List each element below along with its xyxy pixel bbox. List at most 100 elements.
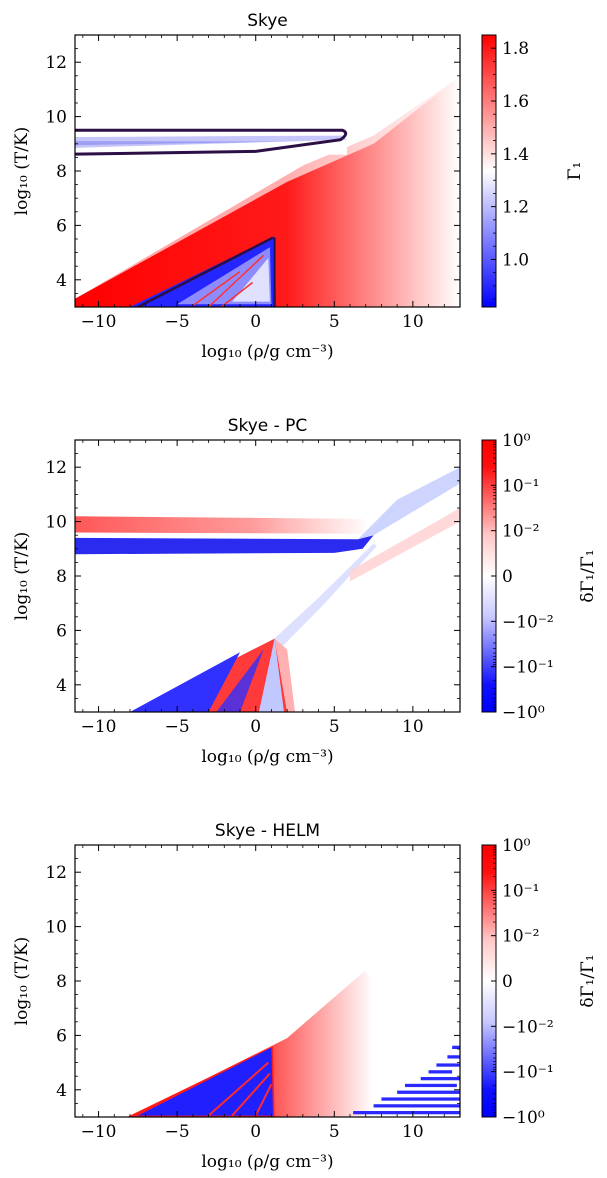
high-density-streak-7 <box>428 1070 453 1074</box>
x-tick-label: −10 <box>81 1122 117 1142</box>
colorbar-tick-label: 10⁻² <box>502 927 539 947</box>
colorbar: 10⁰ 10⁻¹ 10⁻² 0 −10⁻² −10⁻¹ −10⁰ δΓ₁/Γ₁ <box>481 431 598 723</box>
colorbar-label: Γ₁ <box>565 162 585 181</box>
y-tick-label: 6 <box>56 1026 67 1046</box>
y-tick-label: 12 <box>45 53 67 73</box>
high-density-streak-8 <box>436 1063 460 1067</box>
wedge-streak-2 <box>208 254 265 307</box>
x-axis-label: log₁₀ (ρ/g cm⁻³) <box>201 1152 333 1172</box>
panel-3: −10 −5 0 5 10 4 6 8 10 12 Skye - HELM log₁₀ (ρ/g cm… <box>12 821 598 1172</box>
x-tick-label: 0 <box>250 1122 261 1142</box>
y-tick-label: 12 <box>45 863 67 883</box>
wedge-contour-upper <box>137 236 274 307</box>
contour-line <box>75 128 348 156</box>
colorbar-tick-label: −10⁻² <box>502 612 554 632</box>
faint-diagonal <box>271 543 377 650</box>
chart-title: Skye - PC <box>228 416 308 436</box>
colorbar-bar <box>481 34 497 308</box>
y-tick-label: 10 <box>45 513 67 533</box>
x-tick-label: 0 <box>250 717 261 737</box>
y-tick-label: 4 <box>56 676 67 696</box>
y-axis-label: log₁₀ (T/K) <box>12 127 32 216</box>
low-t-neg-1 <box>130 652 240 712</box>
negative-streak-upper <box>357 467 460 540</box>
x-tick-label: −5 <box>165 717 190 737</box>
x-axis-label: log₁₀ (ρ/g cm⁻³) <box>201 747 333 767</box>
y-tick-label: 6 <box>56 621 67 641</box>
y-tick-label: 6 <box>56 216 67 236</box>
x-tick-label: −10 <box>81 312 117 332</box>
plot-area <box>75 35 460 307</box>
y-tick-label: 8 <box>56 162 67 182</box>
plot-area <box>75 440 460 712</box>
negative-band <box>75 535 374 555</box>
colorbar-tick-label: 0 <box>502 972 513 992</box>
y-axis-label: log₁₀ (T/K) <box>12 532 32 621</box>
colorbar-tick-label: −10⁰ <box>502 703 545 723</box>
x-tick-label: −5 <box>165 312 190 332</box>
y-tick-label: 8 <box>56 567 67 587</box>
x-tick-label: 0 <box>250 312 261 332</box>
positive-band <box>75 516 371 534</box>
positive-wedge <box>75 970 374 1117</box>
colorbar-tick-label: 10⁻¹ <box>502 881 539 901</box>
low-t-pos-edge <box>274 638 295 712</box>
colorbar-tick-label: 10⁻¹ <box>502 476 539 496</box>
colorbar-tick-label: 10⁰ <box>502 836 531 856</box>
wedge-streak-1 <box>207 1061 269 1117</box>
positive-streak-lower <box>350 508 460 582</box>
x-tick-label: 10 <box>402 312 424 332</box>
high-gamma-fade <box>75 75 460 307</box>
colorbar-label: δΓ₁/Γ₁ <box>578 954 598 1007</box>
colorbar-tick-label: 10⁰ <box>502 431 531 451</box>
y-tick-label: 12 <box>45 458 67 478</box>
wedge-streak-3 <box>220 281 254 307</box>
panel-2: −10 −5 0 5 10 4 6 8 10 12 Skye - PC log₁₀ (ρ/g cm⁻³… <box>12 416 598 767</box>
x-tick-label: 5 <box>329 1122 340 1142</box>
colorbar-tick-label: −10⁻¹ <box>502 1063 554 1083</box>
negative-wedge <box>137 1047 273 1116</box>
low-t-neg-2 <box>216 649 264 712</box>
high-density-streak-10 <box>452 1045 460 1049</box>
colorbar-tick-label: 1.4 <box>502 145 529 165</box>
wedge-streak-3 <box>254 1083 273 1117</box>
high-density-streak-3 <box>381 1097 460 1101</box>
high-density-streak-2 <box>373 1104 460 1108</box>
high-density-streak-9 <box>447 1055 460 1059</box>
wedge-streak-2 <box>231 1072 271 1117</box>
x-tick-label: 5 <box>329 717 340 737</box>
colorbar-tick-label: −10⁰ <box>502 1108 545 1128</box>
x-tick-label: 5 <box>329 312 340 332</box>
x-axis-label: log₁₀ (ρ/g cm⁻³) <box>201 342 333 362</box>
wedge-streak-1 <box>192 271 241 307</box>
colorbar: 1.0 1.2 1.4 1.6 1.8 Γ₁ <box>481 34 585 308</box>
y-tick-label: 10 <box>45 918 67 938</box>
y-tick-label: 8 <box>56 972 67 992</box>
y-tick-label: 4 <box>56 1081 67 1101</box>
x-tick-label: 10 <box>402 1122 424 1142</box>
colorbar: 10⁰ 10⁻¹ 10⁻² 0 −10⁻² −10⁻¹ −10⁰ δΓ₁/Γ₁ <box>481 836 598 1128</box>
colorbar-tick-label: 0 <box>502 567 513 587</box>
y-tick-label: 10 <box>45 108 67 128</box>
colorbar-tick-label: 1.6 <box>502 92 529 112</box>
colorbar-label: δΓ₁/Γ₁ <box>578 549 598 602</box>
high-density-streak-4 <box>397 1090 460 1094</box>
high-density-streak-6 <box>420 1077 460 1081</box>
y-axis-label: log₁₀ (T/K) <box>12 937 32 1026</box>
chart-title: Skye <box>247 11 288 31</box>
panel-1: −10 −5 0 5 10 4 6 8 10 12 Skye log₁₀ (ρ/g cm⁻³) log₁… <box>12 11 585 362</box>
x-tick-label: −10 <box>81 717 117 737</box>
colorbar-tick-label: −10⁻¹ <box>502 658 554 678</box>
high-density-streak-5 <box>405 1083 457 1088</box>
plot-area <box>75 845 460 1117</box>
low-t-neg-3 <box>258 638 284 712</box>
high-density-streak-1 <box>353 1111 460 1115</box>
ionization-band-core <box>75 141 288 146</box>
x-tick-label: 10 <box>402 717 424 737</box>
colorbar-tick-label: −10⁻² <box>502 1017 554 1037</box>
x-tick-label: −5 <box>165 1122 190 1142</box>
colorbar-tick-label: 10⁻² <box>502 522 539 542</box>
y-tick-label: 4 <box>56 271 67 291</box>
colorbar-tick-label: 1.0 <box>502 250 529 270</box>
